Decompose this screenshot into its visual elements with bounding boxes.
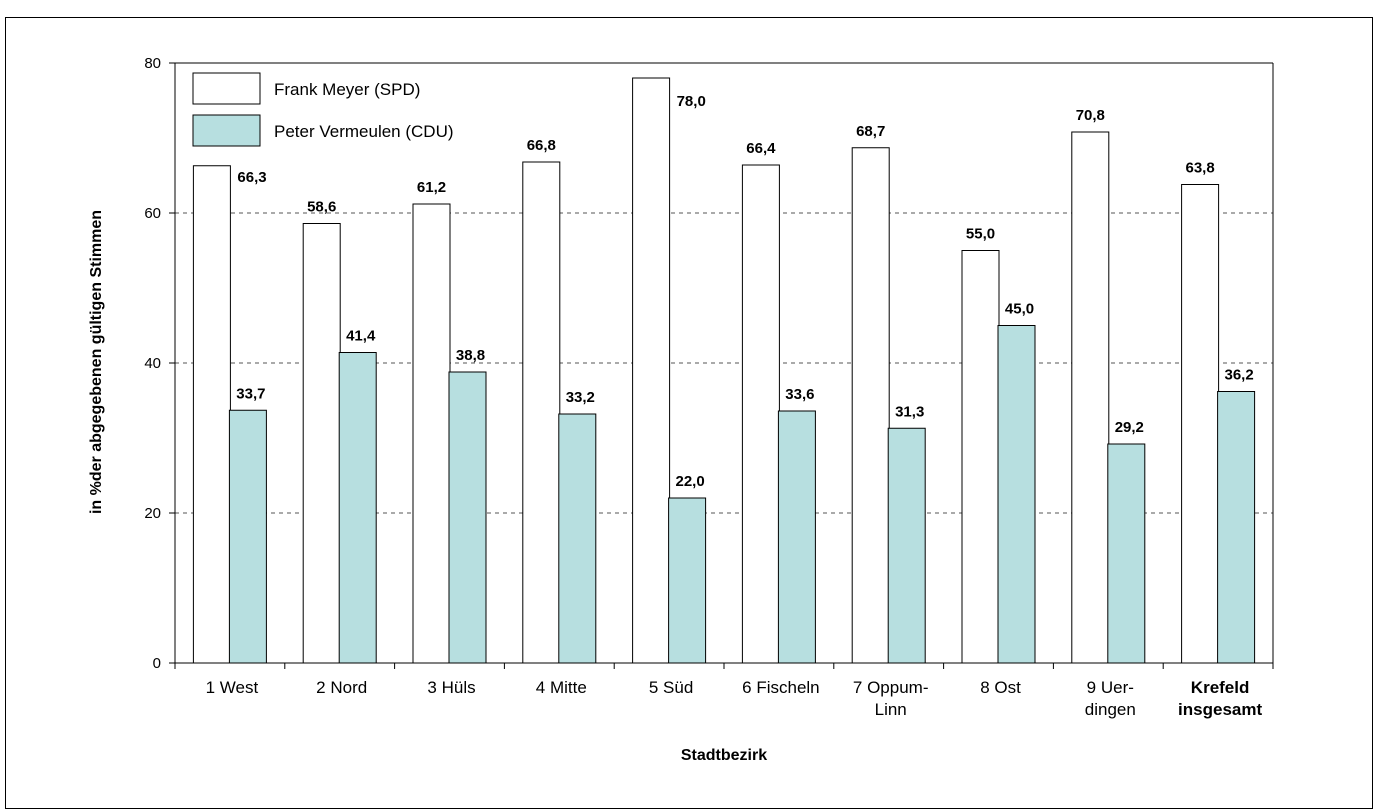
x-tick-label-2: 2 Nord bbox=[316, 678, 367, 697]
bar-spd-5 bbox=[632, 77, 671, 664]
bar-cdu-5 bbox=[668, 497, 707, 664]
x-tick-label-1: 1 West bbox=[206, 678, 259, 697]
y-tick-label-20: 20 bbox=[144, 505, 161, 522]
bar-spd-10 bbox=[1181, 184, 1220, 664]
bar-cdu-3 bbox=[448, 371, 487, 664]
bar-spd-3 bbox=[412, 203, 451, 664]
bar-spd-1 bbox=[192, 165, 231, 664]
data-label-cdu-10: 36,2 bbox=[1224, 367, 1253, 384]
bar-spd-6 bbox=[741, 164, 780, 664]
data-label-spd-2: 58,6 bbox=[307, 199, 336, 216]
bar-cdu-2 bbox=[338, 352, 377, 664]
bar-cdu-4 bbox=[558, 413, 597, 664]
y-tick-label-0: 0 bbox=[153, 655, 161, 672]
x-category-labels: 1 West 2 Nord 3 Hüls 4 Mitte 5 Süd 6 Fischeln… bbox=[206, 678, 1263, 719]
data-label-cdu-9: 29,2 bbox=[1115, 419, 1144, 436]
x-tick-label-7: 7 Oppum-Linn bbox=[853, 678, 929, 719]
data-label-spd-9: 70,8 bbox=[1076, 107, 1105, 124]
y-tick-label-60: 60 bbox=[144, 205, 161, 222]
data-label-cdu-7: 31,3 bbox=[895, 403, 924, 420]
legend-label-cdu: Peter Vermeulen (CDU) bbox=[274, 122, 454, 141]
bar-spd-2 bbox=[302, 223, 341, 664]
bar-cdu-10 bbox=[1217, 391, 1256, 664]
bar-cdu-1 bbox=[228, 409, 267, 664]
x-tick-label-5: 5 Süd bbox=[649, 678, 693, 697]
y-tick-label-40: 40 bbox=[144, 355, 161, 372]
legend-label-spd: Frank Meyer (SPD) bbox=[274, 80, 420, 99]
x-tick-label-9: 9 Uer-dingen bbox=[1085, 678, 1136, 719]
y-axis-label: in %der abgegebenen gültigen Stimmen bbox=[88, 210, 105, 514]
data-labels: 66,3 58,6 61,2 66,8 78,0 66,4 68,7 55,0 70,8 63,8… bbox=[236, 93, 1253, 490]
axes bbox=[169, 62, 1274, 669]
bar-cdu-9 bbox=[1107, 443, 1146, 664]
x-tick-label-6: 6 Fischeln bbox=[742, 678, 819, 697]
x-tick-label-3: 3 Hüls bbox=[427, 678, 475, 697]
bars bbox=[192, 77, 1256, 664]
bar-spd-9 bbox=[1071, 131, 1110, 664]
data-label-cdu-5: 22,0 bbox=[675, 473, 704, 490]
y-tick-label-80: 80 bbox=[144, 55, 161, 72]
data-label-cdu-1: 33,7 bbox=[236, 385, 265, 402]
x-axis-label: Stadtbezirk bbox=[681, 747, 767, 764]
x-tick-label-4: 4 Mitte bbox=[536, 678, 587, 697]
data-label-spd-5: 78,0 bbox=[677, 93, 706, 110]
data-label-cdu-2: 41,4 bbox=[346, 328, 376, 345]
bar-spd-8 bbox=[961, 250, 1000, 664]
data-label-spd-10: 63,8 bbox=[1185, 160, 1214, 177]
data-label-spd-1: 66,3 bbox=[237, 169, 266, 186]
data-label-spd-4: 66,8 bbox=[527, 137, 556, 154]
bar-spd-7 bbox=[851, 147, 890, 664]
legend-swatch-spd bbox=[192, 72, 261, 105]
x-tick-label-8: 8 Ost bbox=[980, 678, 1021, 697]
legend: Frank Meyer (SPD) Peter Vermeulen (CDU) bbox=[176, 64, 523, 156]
bar-spd-4 bbox=[522, 161, 561, 664]
legend-swatch-cdu bbox=[192, 114, 261, 147]
bar-cdu-6 bbox=[777, 410, 816, 664]
data-label-cdu-6: 33,6 bbox=[785, 386, 814, 403]
bar-cdu-7 bbox=[887, 427, 926, 664]
data-label-spd-7: 68,7 bbox=[856, 123, 885, 140]
data-label-cdu-3: 38,8 bbox=[456, 347, 485, 364]
data-label-spd-8: 55,0 bbox=[966, 226, 995, 243]
bar-cdu-8 bbox=[997, 325, 1036, 664]
data-label-cdu-4: 33,2 bbox=[566, 389, 595, 406]
data-label-cdu-8: 45,0 bbox=[1005, 301, 1034, 318]
y-tick-labels: 0 20 40 60 80 bbox=[144, 55, 161, 672]
data-label-spd-3: 61,2 bbox=[417, 179, 446, 196]
x-tick-label-10: Krefeld insgesamt bbox=[1178, 678, 1262, 719]
data-label-spd-6: 66,4 bbox=[746, 140, 776, 157]
